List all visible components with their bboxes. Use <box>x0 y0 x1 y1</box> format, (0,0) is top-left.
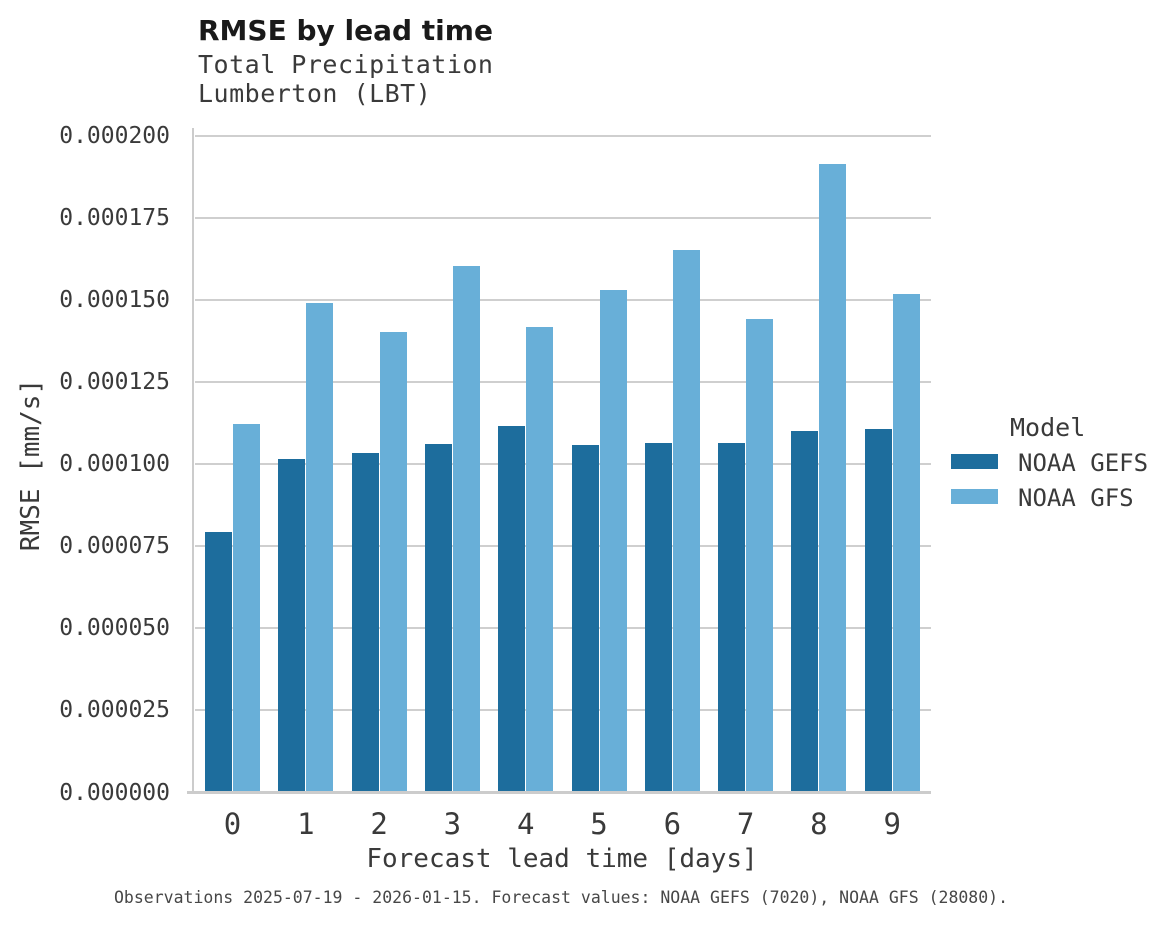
bar-noaa-gfs-day-1 <box>306 303 334 792</box>
y-tick-label-0.000025: 0.000025 <box>59 697 170 724</box>
y-axis-spine <box>192 128 194 794</box>
bar-noaa-gefs-day-4 <box>498 425 526 792</box>
bar-noaa-gfs-day-0 <box>233 424 260 792</box>
bar-noaa-gfs-day-2 <box>379 331 407 792</box>
bar-noaa-gefs-day-1 <box>278 458 306 792</box>
x-tick-label-3: 3 <box>443 807 462 841</box>
gridline-0.000200 <box>195 135 931 137</box>
y-tick-label-0.000050: 0.000050 <box>59 615 170 642</box>
bar-noaa-gefs-day-0 <box>205 531 232 792</box>
gridline-0.000025 <box>195 709 931 712</box>
legend-swatch-gefs <box>951 454 998 469</box>
gridline-0.000050 <box>195 627 931 630</box>
bar-noaa-gfs-day-6 <box>672 250 700 792</box>
chart-subtitle-station: Lumberton (LBT) <box>198 79 432 108</box>
bar-noaa-gefs-day-5 <box>571 445 599 792</box>
y-tick-label-0.000150: 0.000150 <box>59 287 170 314</box>
x-axis-label: Forecast lead time [days] <box>366 844 758 874</box>
x-tick-label-7: 7 <box>736 807 755 841</box>
gridline-0.000125 <box>195 381 931 384</box>
page-title: RMSE by lead time <box>198 14 493 47</box>
y-tick-label-0.000100: 0.000100 <box>59 451 170 478</box>
bar-noaa-gefs-day-2 <box>351 453 379 792</box>
y-tick-label-0.000000: 0.000000 <box>59 779 170 806</box>
bar-noaa-gefs-day-8 <box>791 431 819 792</box>
bar-noaa-gefs-day-7 <box>718 442 746 792</box>
gridline-0.000075 <box>195 545 931 548</box>
x-tick-label-4: 4 <box>516 807 535 841</box>
legend-title: Model <box>1010 413 1086 442</box>
y-tick-label-0.000075: 0.000075 <box>59 533 170 560</box>
x-tick-label-2: 2 <box>370 807 388 841</box>
y-tick-label-0.000200: 0.000200 <box>59 123 170 149</box>
y-tick-label-0.000125: 0.000125 <box>59 369 170 396</box>
bar-noaa-gefs-day-6 <box>644 442 672 792</box>
y-tick-label-0.000175: 0.000175 <box>59 205 170 232</box>
x-tick-label-1: 1 <box>297 807 315 841</box>
bar-noaa-gfs-day-8 <box>819 163 847 792</box>
bar-noaa-gefs-day-9 <box>864 428 892 792</box>
chart-subtitle-variable: Total Precipitation <box>198 50 494 79</box>
bar-noaa-gefs-day-3 <box>424 443 452 792</box>
gridline-0.000150 <box>195 299 931 302</box>
x-axis-spine <box>187 791 931 794</box>
x-tick-label-5: 5 <box>590 807 608 841</box>
legend-swatch-gfs <box>951 489 998 504</box>
bar-noaa-gfs-day-5 <box>599 289 627 792</box>
bar-noaa-gfs-day-3 <box>452 265 480 792</box>
legend-label-gefs: NOAA GEFS <box>1018 449 1149 477</box>
bar-noaa-gfs-day-4 <box>526 327 554 792</box>
x-tick-label-0: 0 <box>223 807 242 841</box>
legend-label-gfs: NOAA GFS <box>1018 484 1134 512</box>
x-tick-label-6: 6 <box>663 807 682 841</box>
x-tick-label-8: 8 <box>810 807 828 841</box>
gridline-0.000175 <box>195 217 931 220</box>
bar-noaa-gfs-day-7 <box>746 318 774 792</box>
x-tick-label-9: 9 <box>883 807 901 841</box>
gridline-0.000100 <box>195 463 931 466</box>
caption: Observations 2025-07-19 - 2026-01-15. Fo… <box>114 888 1009 907</box>
bar-noaa-gfs-day-9 <box>892 294 920 792</box>
